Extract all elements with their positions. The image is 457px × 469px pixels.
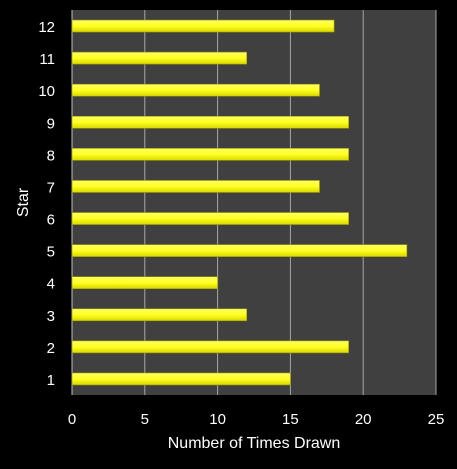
plot-area bbox=[72, 10, 436, 395]
y-tick-label: 5 bbox=[47, 244, 55, 261]
bar-star-11 bbox=[71, 51, 248, 65]
x-tick-label: 10 bbox=[209, 411, 226, 428]
x-tick-label: 5 bbox=[141, 411, 149, 428]
y-axis-title: Star bbox=[15, 187, 32, 217]
y-tick-label: 2 bbox=[47, 340, 55, 357]
y-tick-label: 1 bbox=[47, 372, 55, 389]
x-tick-label: 0 bbox=[68, 411, 76, 428]
bar-star-7 bbox=[71, 180, 320, 193]
y-tick-label: 12 bbox=[38, 19, 55, 36]
y-tick-label: 6 bbox=[47, 212, 55, 229]
y-tick-label: 8 bbox=[47, 147, 55, 164]
bar-star-12 bbox=[71, 19, 335, 33]
x-tick-labels: 0 5 10 15 20 25 bbox=[68, 411, 445, 428]
bar-star-3 bbox=[71, 308, 248, 322]
y-tick-label: 9 bbox=[47, 115, 55, 132]
bar-star-10 bbox=[71, 83, 320, 97]
y-tick-label: 7 bbox=[47, 179, 55, 196]
bar-star-2 bbox=[71, 340, 349, 354]
bar-star-9 bbox=[71, 115, 349, 129]
bar-star-1 bbox=[71, 372, 291, 386]
x-axis-title: Number of Times Drawn bbox=[168, 435, 341, 452]
bars bbox=[71, 19, 408, 386]
x-tick-label: 20 bbox=[355, 411, 372, 428]
bar-star-4 bbox=[71, 276, 218, 290]
x-tick-label: 15 bbox=[282, 411, 299, 428]
bar-star-5 bbox=[71, 244, 408, 257]
x-tick-label: 25 bbox=[428, 411, 445, 428]
gridlines bbox=[71, 10, 437, 395]
y-tick-label: 11 bbox=[39, 51, 55, 68]
bar-star-6 bbox=[71, 212, 349, 225]
y-tick-label: 10 bbox=[38, 83, 55, 100]
y-tick-label: 4 bbox=[47, 276, 55, 293]
bar-star-8 bbox=[71, 148, 349, 161]
y-tick-label: 3 bbox=[47, 308, 55, 325]
